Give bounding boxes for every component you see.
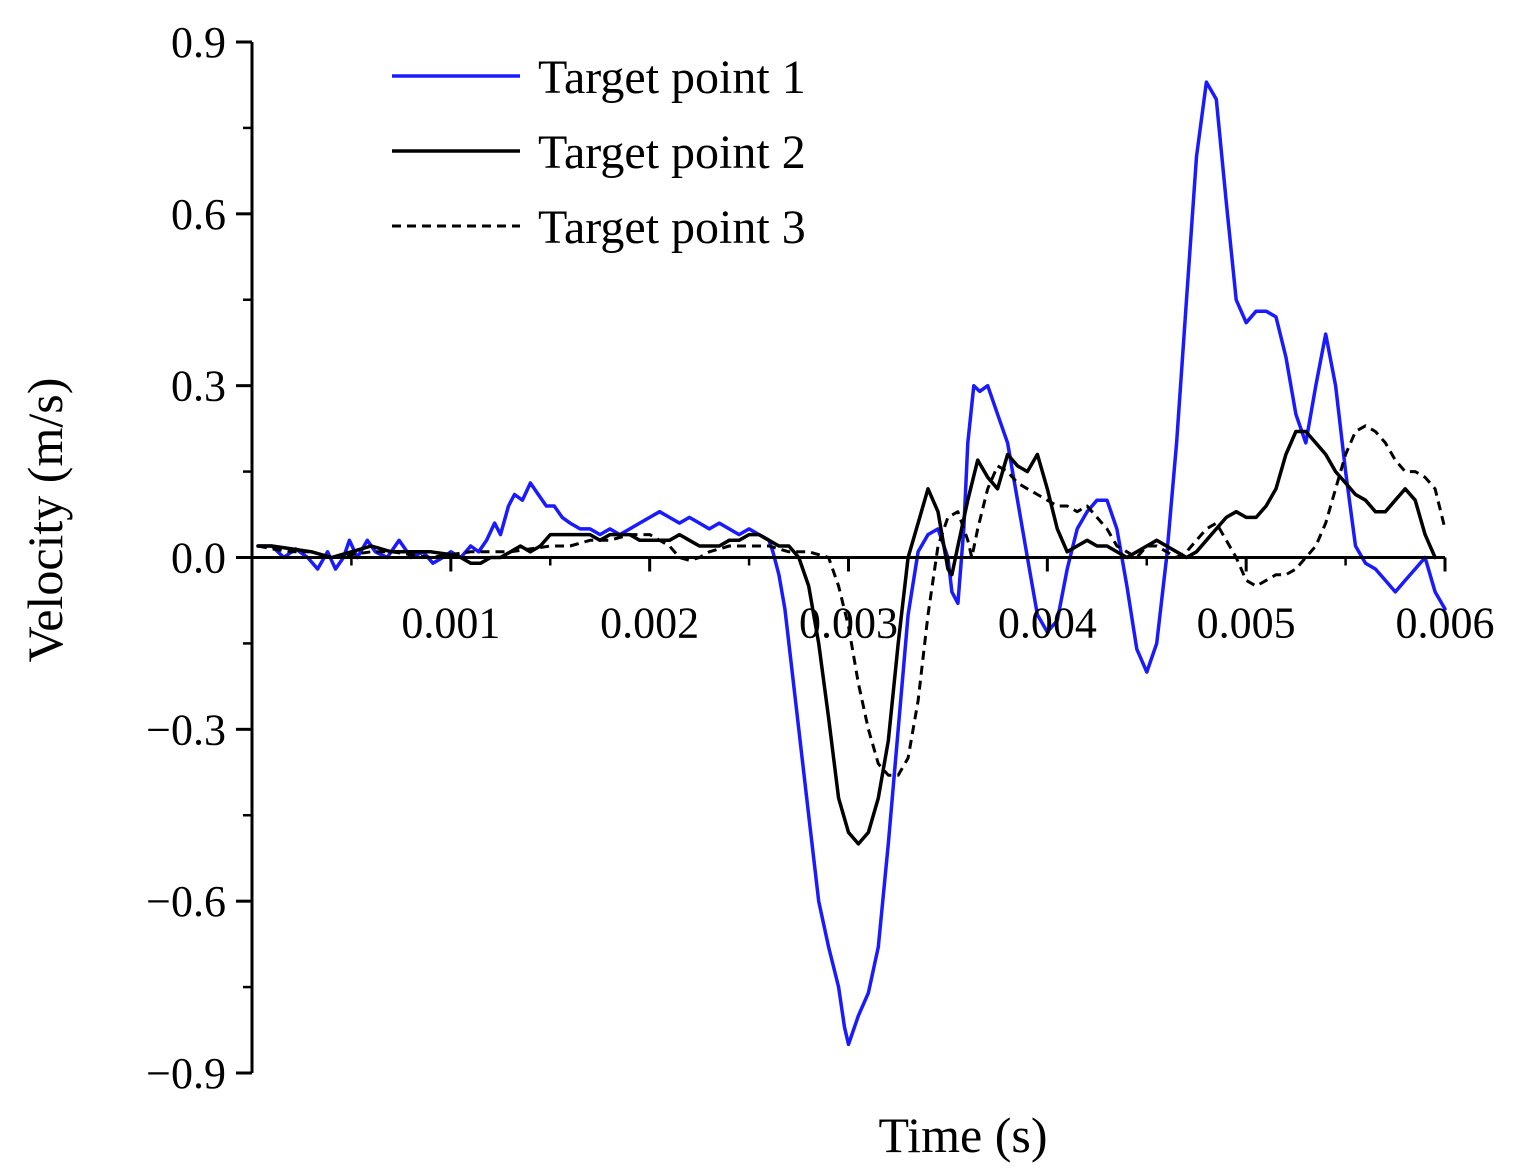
series-line-target-point-3 xyxy=(257,424,1447,777)
legend-label-target-point-3: Target point 3 xyxy=(538,201,806,254)
legend: Target point 1 Target point 2 Target point… xyxy=(392,51,806,254)
series-layer xyxy=(256,80,1447,1047)
series-line-target-point-1 xyxy=(256,80,1447,1047)
x-tick-label: 0.005 xyxy=(1197,599,1296,648)
x-tick-label: 0.004 xyxy=(998,599,1097,648)
y-tick-label: 0.3 xyxy=(171,362,226,411)
y-tick-label: 0.0 xyxy=(171,534,226,583)
y-tick-label: −0.9 xyxy=(146,1049,226,1098)
x-tick-label: 0.006 xyxy=(1396,599,1495,648)
y-axis-title: Velocity (m/s) xyxy=(17,378,73,663)
legend-label-target-point-2: Target point 2 xyxy=(538,126,806,179)
y-tick-label: −0.6 xyxy=(146,877,226,926)
legend-label-target-point-1: Target point 1 xyxy=(538,51,806,104)
x-tick-label: 0.003 xyxy=(799,599,898,648)
x-tick-label: 0.002 xyxy=(600,599,699,648)
x-tick-label: 0.001 xyxy=(401,599,500,648)
y-tick-label: −0.3 xyxy=(146,705,226,754)
y-tick-label: 0.9 xyxy=(171,18,226,67)
y-tick-label: 0.6 xyxy=(171,190,226,239)
x-axis-title: Time (s) xyxy=(878,1107,1047,1163)
axes-layer: 0.9 0.6 0.3 0.0 −0.3 −0.6 −0.9 0.001 0.002 0.003 0… xyxy=(146,18,1494,1098)
